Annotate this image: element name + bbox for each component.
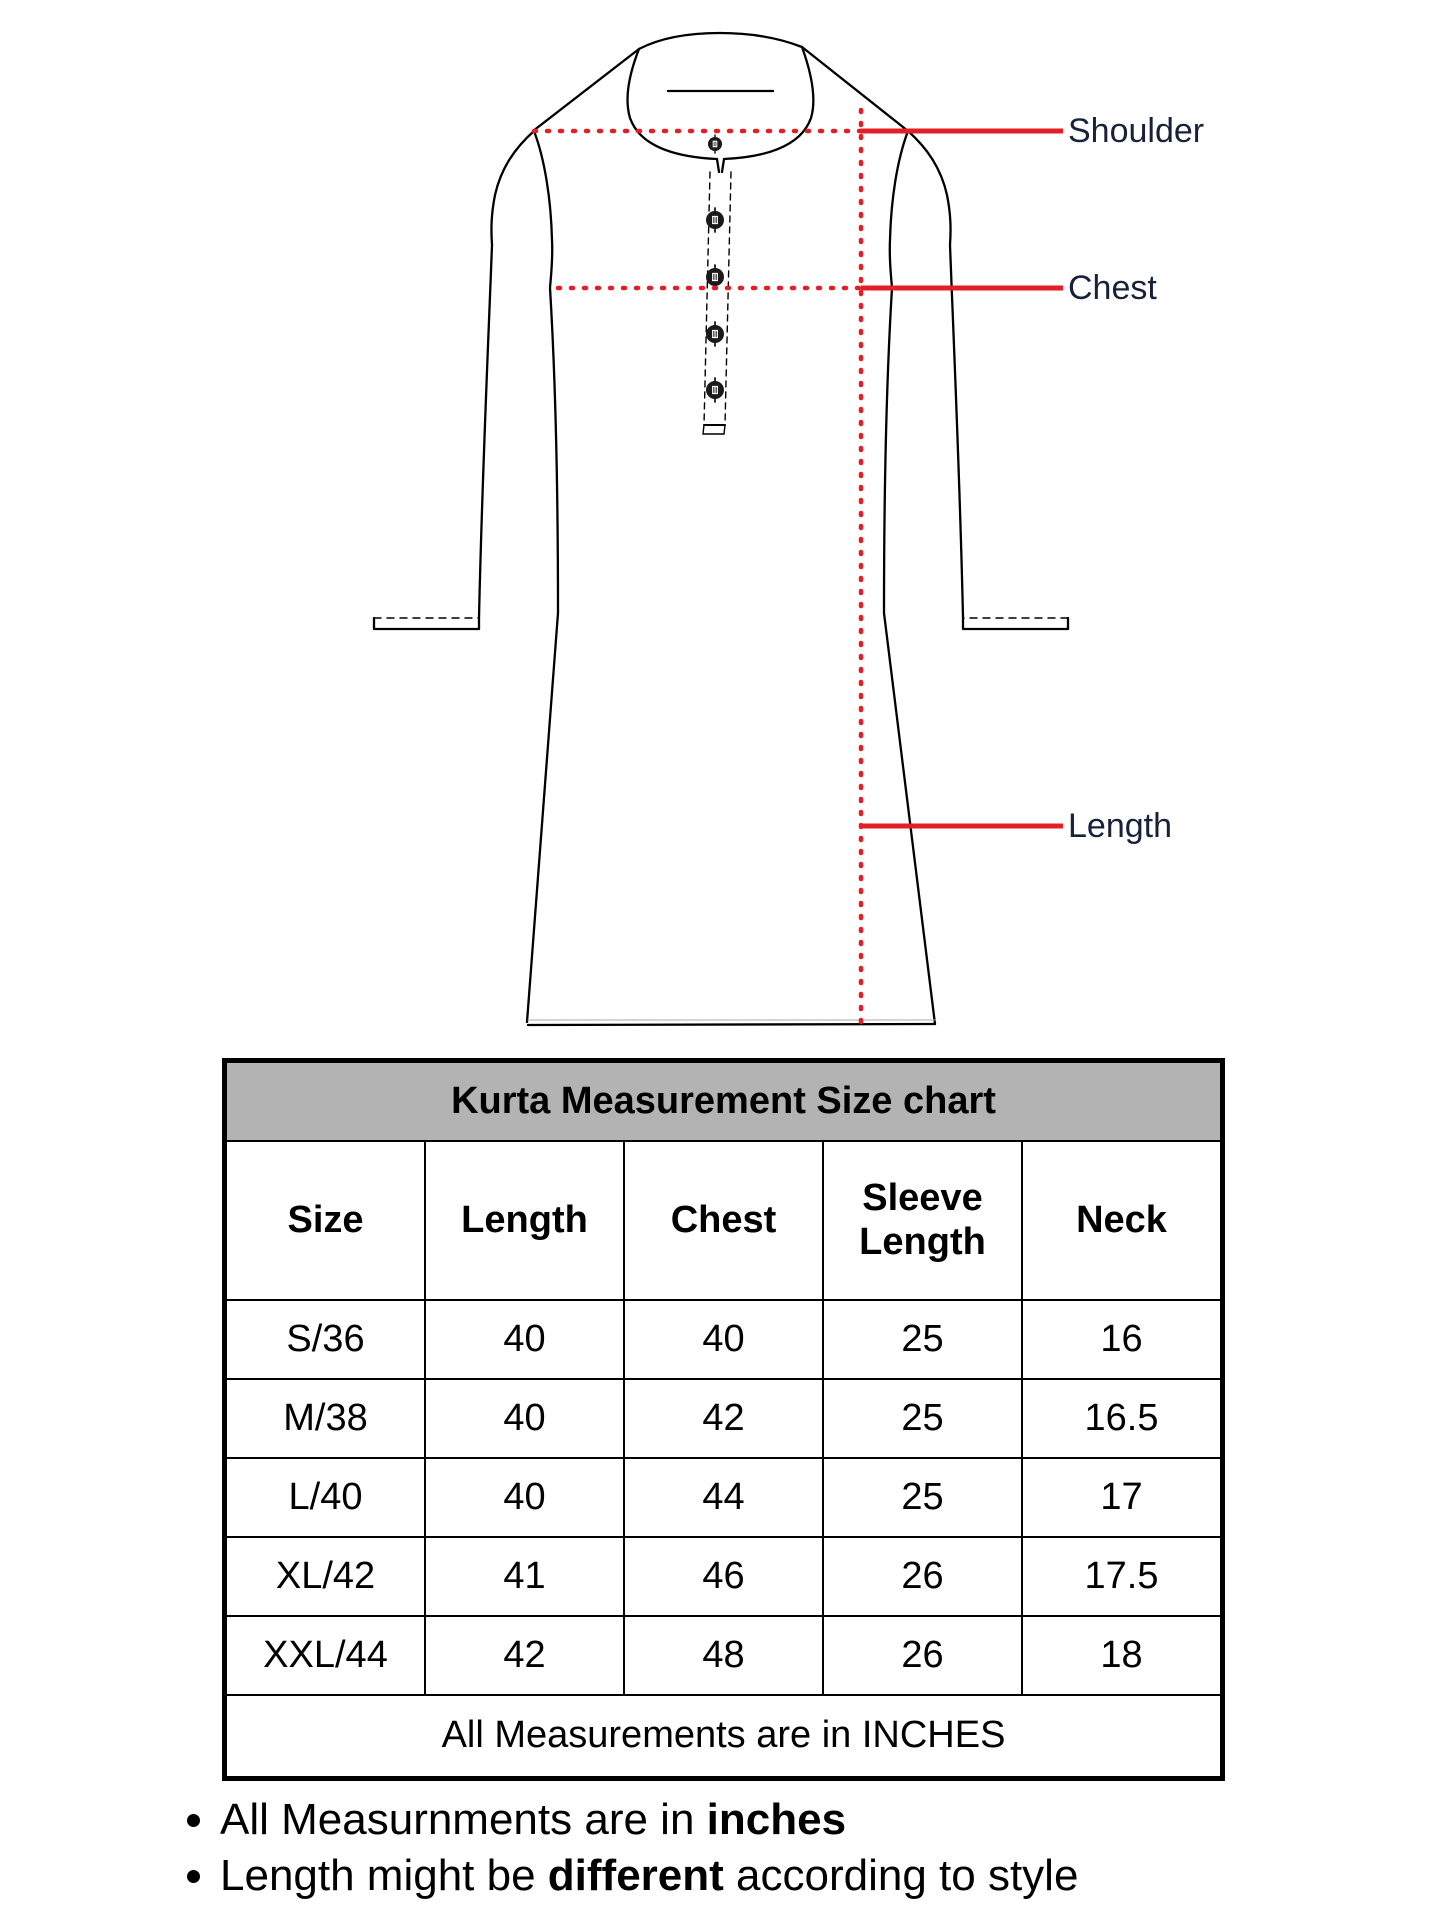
svg-text:Length: Length [1068,807,1172,845]
svg-text:Shoulder: Shoulder [1068,112,1204,150]
svg-text:Chest: Chest [1068,269,1157,307]
